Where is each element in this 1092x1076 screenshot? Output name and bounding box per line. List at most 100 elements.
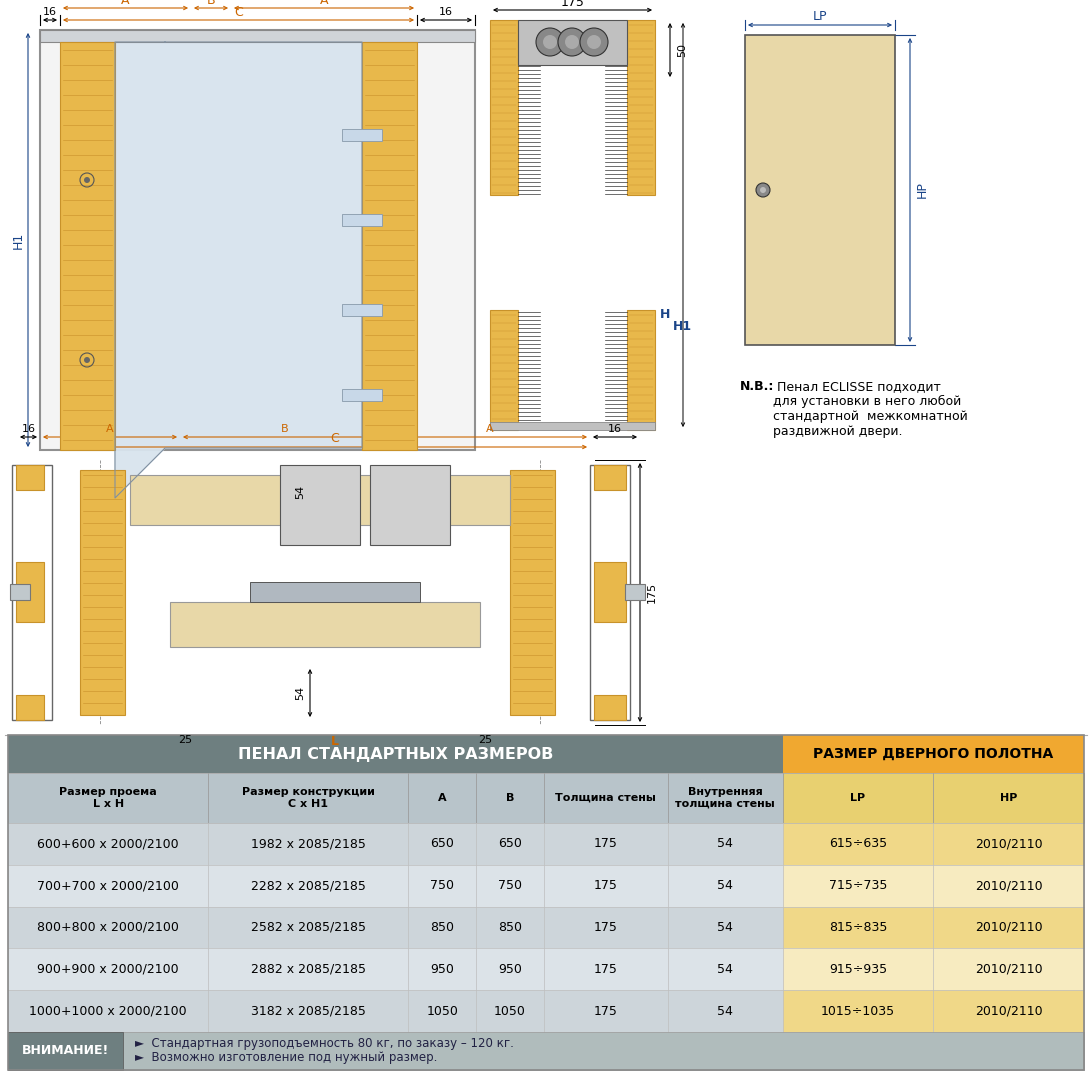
Text: LP: LP (851, 793, 866, 803)
Text: 900+900 x 2000/2100: 900+900 x 2000/2100 (37, 963, 179, 976)
Bar (342, 305, 382, 316)
Bar (544, 865, 667, 907)
Bar (476, 865, 544, 907)
Bar (209, 865, 408, 907)
Text: 175: 175 (560, 0, 584, 9)
Bar (476, 823, 544, 865)
Text: 175: 175 (646, 582, 657, 603)
Bar (544, 907, 667, 948)
Text: 2010/2110: 2010/2110 (975, 1005, 1043, 1018)
Bar (342, 214, 382, 226)
Bar (408, 865, 476, 907)
Circle shape (760, 187, 765, 193)
Bar (934, 865, 1084, 907)
Text: B: B (206, 0, 215, 6)
Text: 175: 175 (594, 837, 618, 850)
Bar (40, 30, 475, 42)
Bar (8, 990, 209, 1032)
Bar (594, 465, 626, 490)
Bar (408, 823, 476, 865)
Bar (594, 562, 626, 622)
Bar (8, 735, 1084, 1070)
Text: 950: 950 (430, 963, 454, 976)
Bar (8, 948, 209, 990)
Bar (627, 20, 655, 195)
Bar (16, 465, 44, 490)
Bar (544, 948, 667, 990)
Text: 2282 x 2085/2185: 2282 x 2085/2185 (251, 879, 366, 892)
Bar (250, 582, 420, 601)
Text: 2882 x 2085/2185: 2882 x 2085/2185 (251, 963, 366, 976)
Text: 54: 54 (717, 921, 733, 934)
Circle shape (756, 183, 770, 197)
Text: 16: 16 (439, 8, 453, 17)
Bar (667, 990, 783, 1032)
Bar (476, 907, 544, 948)
Bar (667, 823, 783, 865)
Bar (627, 310, 655, 430)
Text: 16: 16 (43, 8, 57, 17)
Text: 25: 25 (478, 735, 492, 745)
Text: Пенал ECLISSE подходит
для установки в него любой
стандартной  межкомнатной
разд: Пенал ECLISSE подходит для установки в н… (773, 380, 968, 438)
Circle shape (565, 36, 579, 49)
Text: 54: 54 (717, 963, 733, 976)
Text: 54: 54 (717, 879, 733, 892)
Text: 800+800 x 2000/2100: 800+800 x 2000/2100 (37, 921, 179, 934)
Bar (370, 465, 450, 546)
Bar (934, 823, 1084, 865)
Text: 850: 850 (498, 921, 522, 934)
Bar (783, 990, 934, 1032)
Text: Размер проема
L x H: Размер проема L x H (59, 788, 157, 809)
Bar (490, 422, 655, 430)
Bar (342, 390, 382, 401)
Text: Толщина стены: Толщина стены (555, 793, 656, 803)
Bar (667, 948, 783, 990)
Text: ВНИМАНИЕ!: ВНИМАНИЕ! (22, 1045, 109, 1058)
Bar (280, 465, 360, 546)
Bar (16, 695, 44, 720)
Text: H1: H1 (673, 321, 692, 334)
Text: 650: 650 (498, 837, 522, 850)
Bar (408, 773, 476, 823)
Bar (934, 948, 1084, 990)
Circle shape (587, 36, 601, 49)
Bar (745, 36, 895, 345)
Text: 2010/2110: 2010/2110 (975, 879, 1043, 892)
Text: 915÷935: 915÷935 (829, 963, 887, 976)
Text: 815÷835: 815÷835 (829, 921, 887, 934)
Circle shape (84, 357, 90, 363)
Bar (209, 773, 408, 823)
Text: HP: HP (1000, 793, 1018, 803)
Bar (8, 773, 209, 823)
Text: ►  Возможно изготовление под нужный размер.: ► Возможно изготовление под нужный разме… (135, 1050, 438, 1063)
Text: 175: 175 (594, 963, 618, 976)
Circle shape (84, 176, 90, 183)
Polygon shape (115, 42, 363, 498)
Bar (783, 948, 934, 990)
Bar (342, 129, 382, 141)
Bar (209, 948, 408, 990)
Bar (476, 773, 544, 823)
Bar (490, 20, 518, 195)
Text: ►  Стандартная грузоподъемность 80 кг, по заказу – 120 кг.: ► Стандартная грузоподъемность 80 кг, по… (135, 1036, 514, 1049)
Text: ПЕНАЛ СТАНДАРТНЫХ РАЗМЕРОВ: ПЕНАЛ СТАНДАРТНЫХ РАЗМЕРОВ (238, 747, 553, 762)
Bar (10, 584, 29, 600)
Bar (80, 470, 124, 714)
Bar (783, 865, 934, 907)
Bar (130, 475, 510, 525)
Bar (934, 907, 1084, 948)
Bar (544, 823, 667, 865)
Text: 950: 950 (498, 963, 522, 976)
Text: B: B (281, 424, 288, 434)
Text: Внутренняя
толщина стены: Внутренняя толщина стены (675, 788, 775, 809)
Bar (363, 42, 417, 450)
Bar (209, 823, 408, 865)
Text: 2582 x 2085/2185: 2582 x 2085/2185 (251, 921, 366, 934)
Text: B: B (506, 793, 514, 803)
Text: 715÷735: 715÷735 (829, 879, 887, 892)
Bar (8, 823, 209, 865)
Text: 1050: 1050 (426, 1005, 459, 1018)
Text: 615÷635: 615÷635 (829, 837, 887, 850)
Bar (476, 990, 544, 1032)
Text: 1000+1000 x 2000/2100: 1000+1000 x 2000/2100 (29, 1005, 187, 1018)
